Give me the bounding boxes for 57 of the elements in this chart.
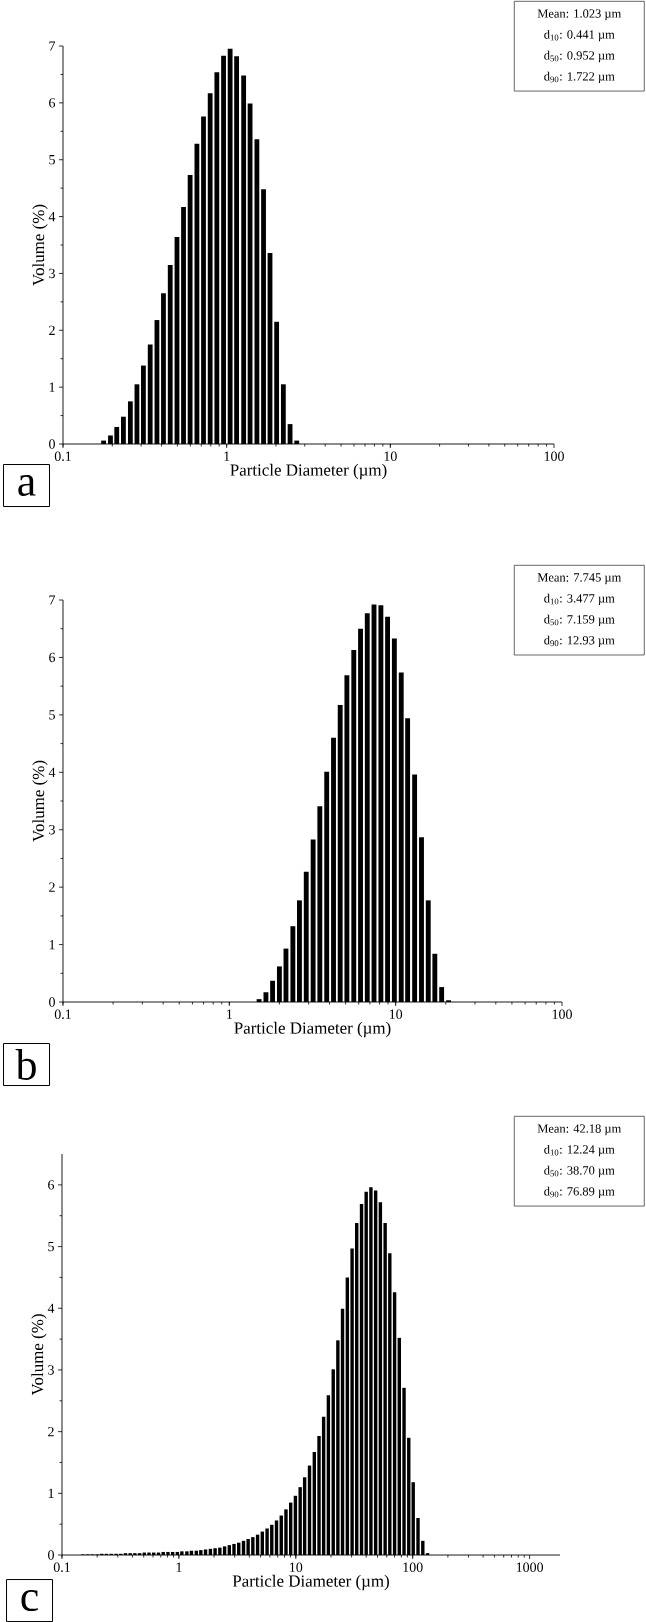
y-tick-label: 3 <box>49 268 55 279</box>
y-tick-label: 1 <box>49 939 55 950</box>
text: Mean: 7.745 µm <box>537 573 622 585</box>
x-tick-label: 100 <box>403 1562 423 1572</box>
text: d$_{10}$: 0.441 µm <box>544 29 615 42</box>
y-tick-label: 0 <box>48 1550 54 1560</box>
annotation: d$_{90}$: 1.722 µm <box>544 71 615 84</box>
y-tick-label: 5 <box>48 1241 54 1252</box>
x-tick-label: 1 <box>176 1562 182 1572</box>
x-tick-label: 1000 <box>516 1562 544 1572</box>
annotation: d$_{50}$: 38.70 µm <box>544 1165 615 1178</box>
text: Mean: 42.18 µm <box>537 1124 622 1136</box>
y-tick-label: 3 <box>48 1365 54 1375</box>
x-tick-label: 0.1 <box>54 451 71 462</box>
text: a <box>18 475 36 497</box>
x-tick-label: 100 <box>544 451 564 461</box>
y-tick-label: 2 <box>48 1427 54 1437</box>
x-tick-label: 10 <box>389 1009 403 1019</box>
y-tick-label: 4 <box>48 767 56 777</box>
y-tick-label: 3 <box>49 825 55 835</box>
x-tick-label: 0.1 <box>53 1562 70 1573</box>
y-axis-title: Volume (%) <box>31 1314 47 1396</box>
y-tick-label: 4 <box>48 211 56 222</box>
y-tick-label: 1 <box>49 382 55 392</box>
annotation: d$_{90}$: 12.93 µm <box>544 635 615 647</box>
x-axis-title: Particle Diameter (µm) <box>234 1021 391 1038</box>
annotation: d$_{10}$: 12.24 µm <box>544 1144 615 1157</box>
x-tick-label: 1 <box>227 1009 232 1019</box>
annotation: d$_{50}$: 7.159 µm <box>544 614 615 627</box>
x-axis-title: Particle Diameter (µm) <box>232 1574 389 1591</box>
y-tick-label: 4 <box>47 1303 55 1313</box>
y-tick-label: 7 <box>49 595 56 605</box>
x-axis-title: Particle Diameter (µm) <box>230 463 387 480</box>
x-tick-label: 1 <box>224 451 230 461</box>
text: c <box>21 1590 38 1612</box>
y-tick-label: 0 <box>49 997 55 1007</box>
x-tick-label: 10 <box>384 451 397 461</box>
y-tick-label: 0 <box>49 439 55 449</box>
y-tick-label: 5 <box>49 155 55 165</box>
y-tick-label: 1 <box>48 1488 54 1498</box>
y-tick-label: 5 <box>49 710 55 720</box>
x-tick-label: 0.1 <box>54 1009 71 1020</box>
y-tick-label: 7 <box>49 41 56 51</box>
y-tick-label: 6 <box>49 98 56 108</box>
annotation: d$_{90}$: 76.89 µm <box>544 1186 615 1199</box>
x-tick-label: 10 <box>290 1562 303 1572</box>
text: Mean: 1.023 µm <box>537 9 622 21</box>
y-axis-title: Volume (%) <box>32 760 48 842</box>
y-tick-label: 2 <box>49 882 55 892</box>
annotation: d$_{50}$: 0.952 µm <box>544 50 615 63</box>
y-tick-label: 6 <box>48 1180 55 1190</box>
y-tick-label: 6 <box>49 652 56 663</box>
text: b <box>15 1049 36 1080</box>
x-tick-label: 100 <box>552 1009 572 1019</box>
y-tick-label: 2 <box>49 325 55 335</box>
annotation: d$_{10}$: 3.477 µm <box>544 593 615 606</box>
y-axis-title: Volume (%) <box>32 204 48 286</box>
